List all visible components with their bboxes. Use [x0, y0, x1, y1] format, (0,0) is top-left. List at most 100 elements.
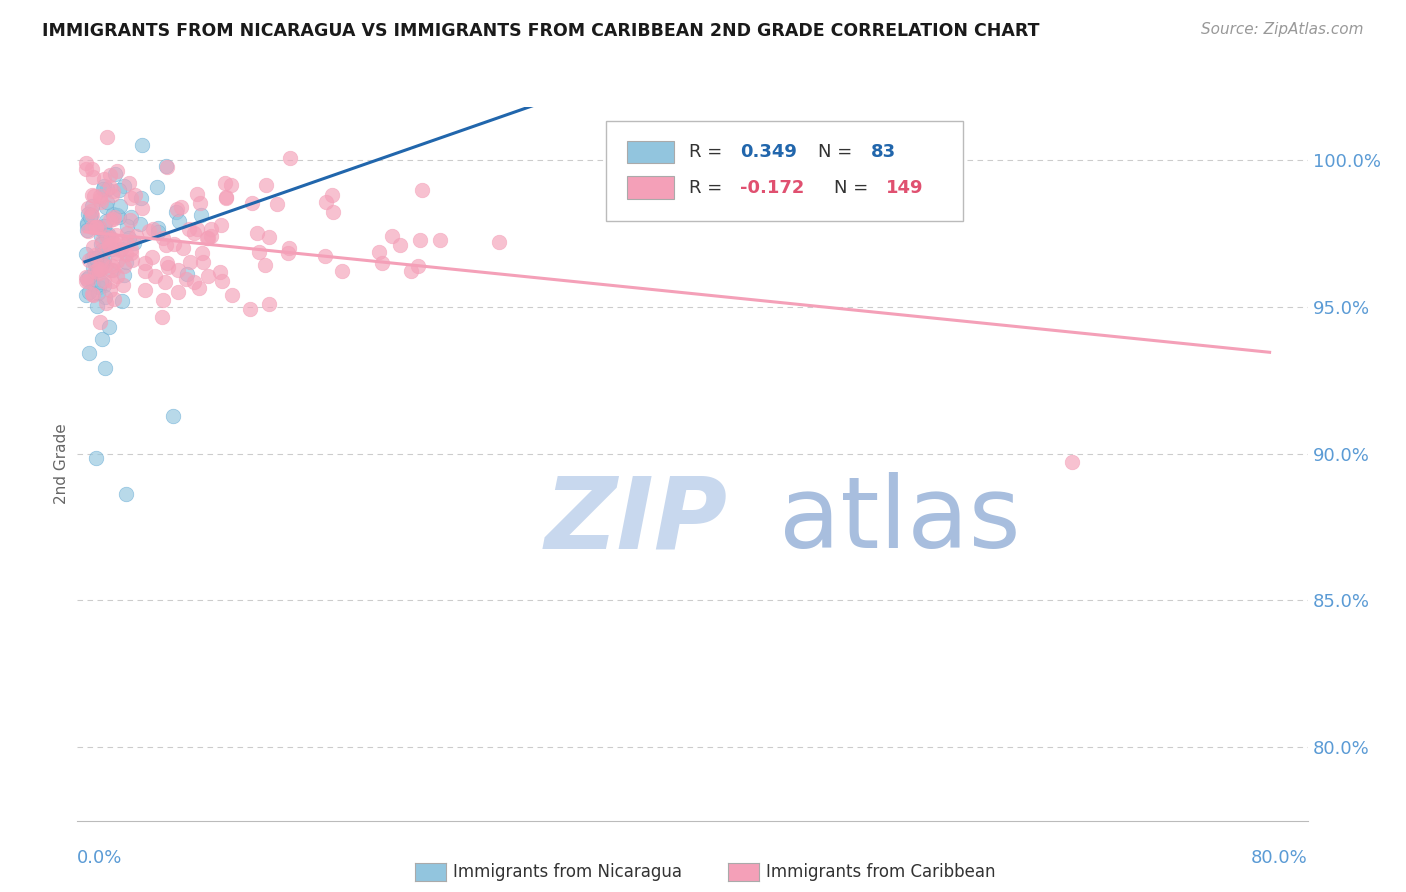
Point [82, 240, 104, 254]
Point [75, 156, 97, 170]
Y-axis label: 2nd Grade: 2nd Grade [53, 424, 69, 504]
Point [101, 242, 124, 256]
Point [93, 172, 115, 186]
Point [125, 229, 148, 244]
Point [90, 229, 112, 244]
Point [96, 130, 118, 145]
Point [76, 218, 98, 232]
Point [162, 409, 184, 423]
Point [115, 246, 138, 260]
Point [200, 228, 222, 243]
Point [155, 275, 177, 289]
Point [120, 242, 142, 256]
Point [105, 269, 128, 284]
Point [93, 260, 115, 274]
Point [179, 255, 201, 269]
Point [96, 242, 118, 256]
Point [98, 180, 121, 194]
Point [89, 315, 111, 329]
Point [266, 197, 288, 211]
Point [197, 231, 219, 245]
Point [367, 245, 389, 260]
Point [90, 244, 112, 258]
Point [75, 288, 97, 302]
Point [108, 199, 131, 213]
Point [93, 278, 115, 293]
Point [94, 290, 117, 304]
Point [87, 280, 110, 294]
Point [94, 214, 117, 228]
Point [277, 245, 299, 260]
Point [120, 210, 142, 224]
Point [89, 263, 111, 277]
Point [91, 234, 114, 248]
Point [84, 252, 107, 266]
Point [90, 236, 112, 251]
Point [87, 220, 110, 235]
Point [75, 270, 97, 285]
Point [82, 277, 104, 292]
Point [209, 218, 232, 232]
Point [172, 241, 194, 255]
Point [98, 240, 121, 254]
Point [80, 208, 103, 222]
Point [188, 281, 211, 295]
Point [96, 195, 118, 210]
Text: N =: N = [818, 143, 858, 161]
Point [155, 159, 177, 173]
Point [191, 246, 214, 260]
Point [82, 199, 104, 213]
Point [79, 285, 101, 299]
Point [96, 230, 118, 244]
Point [76, 207, 98, 221]
Point [93, 252, 115, 266]
Point [94, 360, 117, 375]
Point [131, 201, 153, 215]
Point [118, 213, 141, 227]
Point [111, 294, 134, 309]
Point [77, 269, 100, 284]
Point [215, 190, 238, 204]
Point [166, 263, 188, 277]
Text: Immigrants from Nicaragua: Immigrants from Nicaragua [453, 863, 682, 881]
Point [79, 210, 101, 224]
Point [100, 274, 122, 288]
Text: IMMIGRANTS FROM NICARAGUA VS IMMIGRANTS FROM CARIBBEAN 2ND GRADE CORRELATION CHA: IMMIGRANTS FROM NICARAGUA VS IMMIGRANTS … [42, 22, 1039, 40]
Point [188, 195, 211, 210]
Point [89, 189, 111, 203]
Point [1062, 455, 1084, 469]
Point [91, 254, 114, 268]
Point [76, 215, 98, 229]
Point [96, 182, 118, 196]
Point [197, 269, 219, 284]
Point [156, 256, 179, 270]
Point [83, 252, 105, 266]
Point [215, 191, 238, 205]
Point [87, 261, 110, 276]
Point [174, 272, 197, 286]
Point [176, 267, 198, 281]
Point [211, 274, 233, 288]
Point [84, 220, 107, 235]
Point [254, 178, 277, 193]
Point [101, 262, 124, 277]
Point [90, 194, 112, 209]
Point [167, 285, 190, 300]
Point [87, 285, 110, 300]
Point [112, 179, 135, 194]
Point [129, 190, 152, 204]
Point [84, 450, 107, 465]
Point [90, 253, 112, 268]
Point [86, 299, 108, 313]
Point [110, 235, 132, 249]
Point [101, 211, 124, 226]
Point [253, 258, 276, 272]
Point [115, 254, 138, 268]
Point [143, 268, 166, 283]
Point [77, 201, 100, 215]
Text: R =: R = [689, 178, 728, 196]
Point [84, 248, 107, 262]
Point [115, 226, 138, 240]
Point [124, 235, 146, 250]
Point [141, 251, 163, 265]
